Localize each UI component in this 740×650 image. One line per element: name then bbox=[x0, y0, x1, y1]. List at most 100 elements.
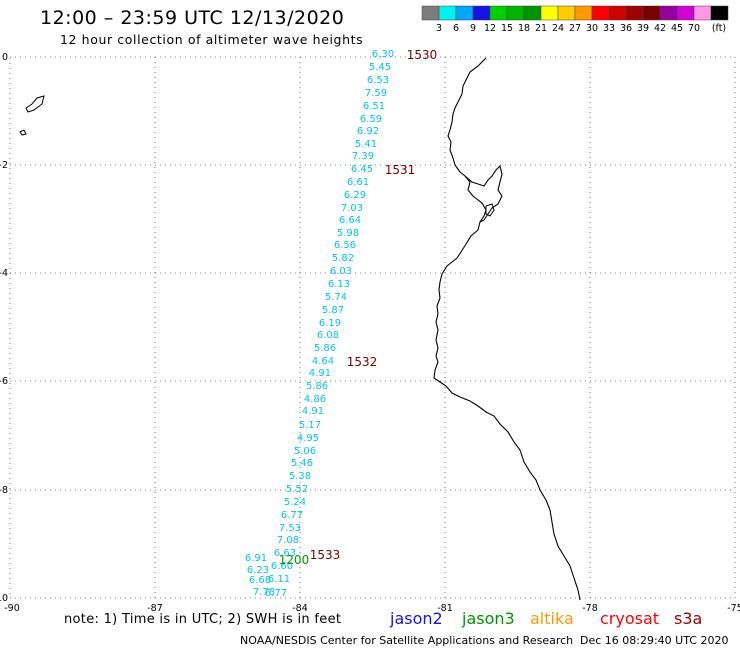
wave-height-label: 6.03 bbox=[330, 266, 352, 277]
legend-cryosat: cryosat bbox=[600, 609, 660, 628]
colorbar-label: 18 bbox=[518, 23, 530, 34]
coastline-south-america bbox=[433, 57, 581, 601]
colorbar-label: 15 bbox=[501, 23, 513, 34]
x-tick-label: -81 bbox=[437, 603, 453, 614]
wave-height-label: 4.95 bbox=[297, 433, 319, 444]
wave-height-label: 6.64 bbox=[339, 215, 361, 226]
colorbar-label: 21 bbox=[535, 23, 547, 34]
x-tick-label: -78 bbox=[582, 603, 598, 614]
colorbar-label: 27 bbox=[569, 23, 581, 34]
x-tick-label: -87 bbox=[147, 603, 163, 614]
wave-height-label: 5.86 bbox=[314, 343, 336, 354]
y-tick-label: -4 bbox=[0, 268, 8, 279]
wave-height-label: 5.38 bbox=[289, 471, 311, 482]
wave-height-label: 5.45 bbox=[369, 62, 391, 73]
colorbar-label: (ft) bbox=[712, 23, 726, 34]
map-grid bbox=[9, 56, 736, 599]
footer-note: note: 1) Time is in UTC; 2) SWH is in fe… bbox=[64, 612, 342, 627]
legend-jason2: jason2 bbox=[390, 609, 443, 628]
wave-height-label: 7.08 bbox=[277, 535, 299, 546]
colorbar-label: 30 bbox=[586, 23, 598, 34]
altimeter-track: 6.30 5.45 6.53 7.59 6.51 6.596.92 5.417.39 6.45… bbox=[245, 48, 437, 599]
pass-time-label: 1531 bbox=[385, 163, 416, 177]
wave-height-label: 5.86 bbox=[306, 381, 328, 392]
wave-height-label: 7.78 bbox=[253, 587, 275, 598]
wave-height-label: 6.51 bbox=[363, 101, 385, 112]
wave-height-label: 5.52 bbox=[286, 484, 308, 495]
coastline-gulf-of-guayaquil bbox=[464, 164, 503, 223]
wave-height-label: 6.23 bbox=[247, 565, 269, 576]
wave-height-label: 6.59 bbox=[360, 114, 382, 125]
coastline-puna-island bbox=[485, 203, 495, 217]
colorbar-label: 45 bbox=[671, 23, 683, 34]
legend-s3a: s3a bbox=[674, 609, 703, 628]
wave-height-label: 6.29 bbox=[344, 190, 366, 201]
wave-height-label: 6.11 bbox=[268, 574, 290, 585]
wave-height-label: 4.91 bbox=[309, 368, 331, 379]
wave-height-label: 6.13 bbox=[328, 279, 350, 290]
y-tick-label: -8 bbox=[0, 485, 8, 496]
x-tick-label: -84 bbox=[292, 603, 308, 614]
wave-height-label: 6.91 bbox=[245, 553, 267, 564]
x-tick-label: -90 bbox=[4, 603, 20, 614]
colorbar-label: 39 bbox=[637, 23, 649, 34]
wave-height-colorbar: 3 6 9 12 15 18 21 24 27 30 33 36 39 42 45 70 (ft) bbox=[421, 5, 729, 34]
start-time-label: 1200 bbox=[279, 553, 310, 567]
wave-height-label: 5.87 bbox=[322, 305, 344, 316]
wave-height-label: 6.77 bbox=[281, 510, 303, 521]
wave-height-label: 5.98 bbox=[337, 228, 359, 239]
wave-height-label: 4.64 bbox=[312, 356, 334, 367]
pass-time-label: 1532 bbox=[347, 355, 378, 369]
colorbar-label: 6 bbox=[453, 23, 459, 34]
colorbar-label: 3 bbox=[436, 23, 442, 34]
page-subtitle: 12 hour collection of altimeter wave hei… bbox=[60, 32, 364, 47]
wave-height-label: 6.45 bbox=[351, 164, 373, 175]
wave-height-label: 6.19 bbox=[319, 318, 341, 329]
wave-height-label: 6.77 bbox=[265, 588, 287, 599]
colorbar-label: 24 bbox=[552, 23, 564, 34]
coastline-galapagos-island bbox=[25, 95, 45, 113]
wave-height-label: 6.61 bbox=[347, 177, 369, 188]
colorbar-label: 9 bbox=[470, 23, 476, 34]
wave-height-label: 7.39 bbox=[352, 151, 374, 162]
legend-altika: altika bbox=[530, 609, 574, 628]
wave-height-label: 7.03 bbox=[341, 203, 363, 214]
wave-height-label: 5.74 bbox=[325, 292, 347, 303]
wave-height-label: 7.53 bbox=[279, 523, 301, 534]
wave-height-label: 5.46 bbox=[291, 458, 313, 469]
legend-jason3: jason3 bbox=[462, 609, 515, 628]
wave-height-label: 7.59 bbox=[365, 88, 387, 99]
wave-height-label: 5.82 bbox=[332, 253, 354, 264]
wave-height-label: 5.41 bbox=[355, 139, 377, 150]
wave-height-label: 4.91 bbox=[302, 406, 324, 417]
page-title: 12:00 – 23:59 UTC 12/13/2020 bbox=[40, 7, 345, 29]
wave-height-label: 6.63 bbox=[274, 548, 296, 559]
colorbar-label: 42 bbox=[654, 23, 666, 34]
y-tick-label: -10 bbox=[0, 593, 8, 604]
wave-height-label: 6.92 bbox=[357, 126, 379, 137]
wave-height-label: 5.06 bbox=[294, 446, 316, 457]
axis-tick-labels: -90 -87 -84 -81 -78 -75 0 -2 -4 -6 -8 -10 bbox=[0, 52, 740, 614]
map-frame bbox=[9, 56, 736, 599]
coastline-galapagos-islet bbox=[19, 129, 27, 136]
coastline bbox=[19, 57, 581, 601]
pass-time-label: 1530 bbox=[407, 48, 438, 62]
y-tick-label: 0 bbox=[2, 52, 8, 63]
credit-line: NOAA/NESDIS Center for Satellite Applica… bbox=[240, 634, 574, 647]
x-tick-label: -75 bbox=[727, 603, 740, 614]
wave-height-label: 6.60 bbox=[271, 561, 293, 572]
colorbar-label: 36 bbox=[620, 23, 632, 34]
wave-height-label: 6.08 bbox=[317, 330, 339, 341]
wave-height-label: 5.24 bbox=[284, 497, 306, 508]
wave-height-label: 6.56 bbox=[334, 240, 356, 251]
wave-height-label: 5.17 bbox=[299, 420, 321, 431]
pass-time-label: 1533 bbox=[310, 548, 341, 562]
y-tick-label: -6 bbox=[0, 376, 8, 387]
wave-height-label: 6.68 bbox=[249, 575, 271, 586]
colorbar-swatch bbox=[710, 5, 729, 21]
colorbar-label: 12 bbox=[484, 23, 496, 34]
colorbar-label: 33 bbox=[603, 23, 615, 34]
colorbar-label: 70 bbox=[688, 23, 700, 34]
map-plot: 6.30 5.45 6.53 7.59 6.51 6.596.92 5.417.39 6.45… bbox=[0, 48, 740, 614]
